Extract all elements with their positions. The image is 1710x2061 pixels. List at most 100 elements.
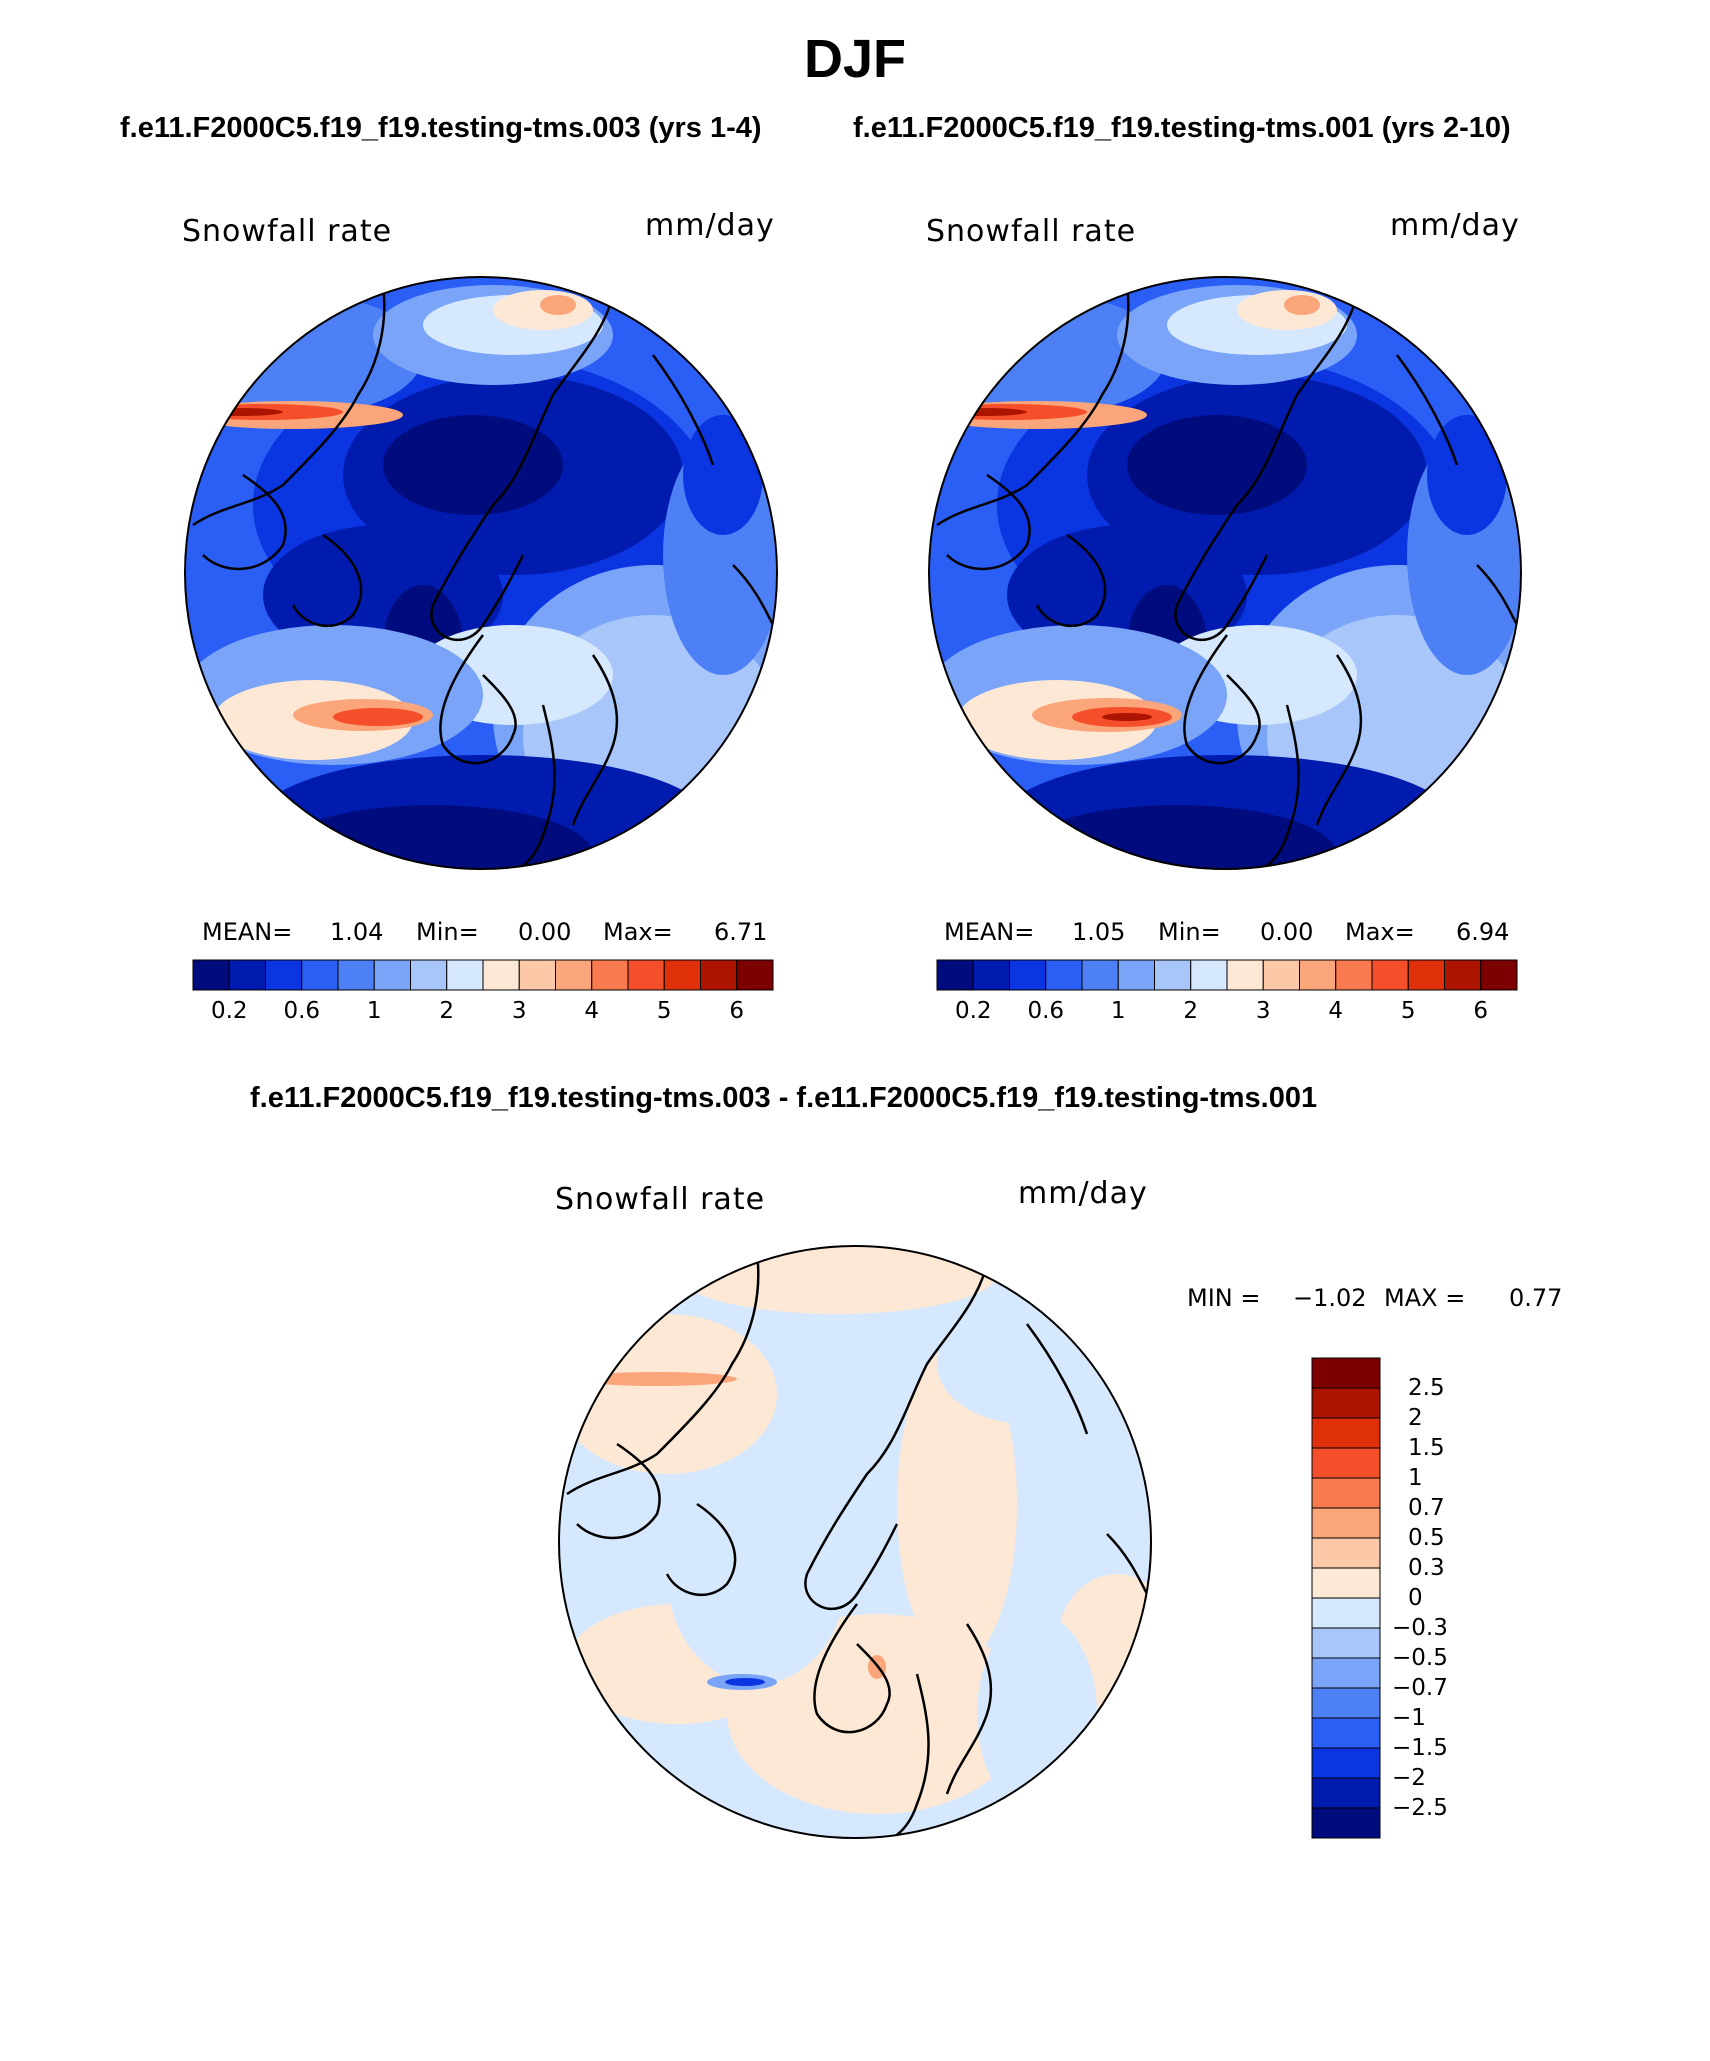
colorbar-swatch <box>1311 1537 1381 1569</box>
difference-polar-map <box>558 1245 1152 1839</box>
diff-variable-label: Snowfall rate <box>555 1182 766 1217</box>
colorbar-tick-label: 2.5 <box>1408 1375 1445 1401</box>
colorbar-swatch <box>1311 1357 1381 1389</box>
colorbar-swatch <box>1009 959 1047 991</box>
right-mean-label: MEAN= <box>944 918 1035 946</box>
diff-max-label: MAX = <box>1384 1284 1466 1312</box>
colorbar-tick-label: 4 <box>1328 998 1344 1024</box>
diff-min-value: −1.02 <box>1293 1284 1367 1312</box>
colorbar-tick-label: 1 <box>1408 1465 1423 1491</box>
left-panel-title: f.e11.F2000C5.f19_f19.testing-tms.003 (y… <box>120 112 762 144</box>
colorbar-swatch <box>1335 959 1373 991</box>
colorbar-tick-label: 0.3 <box>1408 1555 1445 1581</box>
colorbar-swatch <box>1311 1777 1381 1809</box>
colorbar-tick-label: 0.6 <box>283 998 321 1024</box>
right-min-label: Min= <box>1158 918 1221 946</box>
colorbar-swatch <box>591 959 629 991</box>
diff-units-label: mm/day <box>1018 1176 1148 1211</box>
colorbar-swatch <box>663 959 701 991</box>
colorbar-swatch <box>1299 959 1337 991</box>
colorbar-swatch <box>1311 1387 1381 1419</box>
left-mean-label: MEAN= <box>202 918 293 946</box>
difference-colorbar <box>1311 1357 1381 1839</box>
left-max-value: 6.71 <box>714 918 768 946</box>
right-units-label: mm/day <box>1390 208 1520 243</box>
colorbar-swatch <box>373 959 411 991</box>
right-colorbar <box>936 959 1518 991</box>
colorbar-swatch <box>1311 1597 1381 1629</box>
difference-title: f.e11.F2000C5.f19_f19.testing-tms.003 - … <box>250 1082 1318 1114</box>
left-min-value: 0.00 <box>518 918 572 946</box>
right-colorbar-ticks: 0.2 0.6 1 2 3 4 5 6 <box>937 998 1517 1028</box>
left-polar-map <box>184 276 778 870</box>
diff-max-value: 0.77 <box>1509 1284 1563 1312</box>
right-polar-map <box>928 276 1522 870</box>
colorbar-swatch <box>1311 1627 1381 1659</box>
colorbar-swatch <box>1444 959 1482 991</box>
colorbar-tick-label: 0 <box>1408 1585 1423 1611</box>
colorbar-tick-label: −0.7 <box>1392 1675 1448 1701</box>
colorbar-tick-label: 1.5 <box>1408 1435 1445 1461</box>
colorbar-tick-label: 6 <box>729 998 745 1024</box>
colorbar-tick-label: −0.5 <box>1392 1645 1448 1671</box>
colorbar-swatch <box>736 959 774 991</box>
left-colorbar <box>192 959 774 991</box>
colorbar-tick-label: 0.7 <box>1408 1495 1445 1521</box>
colorbar-swatch <box>192 959 230 991</box>
colorbar-tick-label: 0.6 <box>1027 998 1065 1024</box>
diff-min-label: MIN = <box>1187 1284 1261 1312</box>
colorbar-swatch <box>482 959 520 991</box>
colorbar-swatch <box>1311 1747 1381 1779</box>
colorbar-tick-label: −2 <box>1392 1765 1426 1791</box>
colorbar-swatch <box>1311 1807 1381 1839</box>
left-max-label: Max= <box>603 918 673 946</box>
colorbar-swatch <box>555 959 593 991</box>
left-units-label: mm/day <box>645 208 775 243</box>
colorbar-tick-label: 4 <box>584 998 600 1024</box>
colorbar-swatch <box>1190 959 1228 991</box>
colorbar-swatch <box>1311 1507 1381 1539</box>
colorbar-swatch <box>1311 1477 1381 1509</box>
colorbar-tick-label: 0.5 <box>1408 1525 1445 1551</box>
colorbar-swatch <box>1407 959 1445 991</box>
colorbar-swatch <box>1311 1717 1381 1749</box>
colorbar-swatch <box>446 959 484 991</box>
colorbar-tick-label: 1 <box>1110 998 1126 1024</box>
right-panel-title: f.e11.F2000C5.f19_f19.testing-tms.001 (y… <box>853 112 1511 144</box>
colorbar-swatch <box>1311 1447 1381 1479</box>
left-colorbar-ticks: 0.2 0.6 1 2 3 4 5 6 <box>193 998 773 1028</box>
colorbar-swatch <box>972 959 1010 991</box>
right-variable-label: Snowfall rate <box>926 214 1137 249</box>
colorbar-swatch <box>1371 959 1409 991</box>
colorbar-swatch <box>410 959 448 991</box>
colorbar-swatch <box>1154 959 1192 991</box>
colorbar-tick-label: 2 <box>1183 998 1199 1024</box>
colorbar-swatch <box>1311 1657 1381 1689</box>
colorbar-swatch <box>1311 1417 1381 1449</box>
right-min-value: 0.00 <box>1260 918 1314 946</box>
colorbar-swatch <box>337 959 375 991</box>
colorbar-swatch <box>265 959 303 991</box>
right-mean-value: 1.05 <box>1072 918 1126 946</box>
colorbar-swatch <box>1081 959 1119 991</box>
colorbar-tick-label: 3 <box>1255 998 1271 1024</box>
colorbar-swatch <box>1311 1687 1381 1719</box>
colorbar-swatch <box>1311 1567 1381 1599</box>
colorbar-tick-label: −1.5 <box>1392 1735 1448 1761</box>
colorbar-tick-label: 0.2 <box>210 998 248 1024</box>
figure-title: DJF <box>803 29 906 89</box>
colorbar-swatch <box>1226 959 1264 991</box>
colorbar-swatch <box>1045 959 1083 991</box>
colorbar-tick-label: 2 <box>439 998 455 1024</box>
colorbar-tick-label: 0.2 <box>954 998 992 1024</box>
colorbar-swatch <box>936 959 974 991</box>
colorbar-swatch <box>518 959 556 991</box>
colorbar-swatch <box>1480 959 1518 991</box>
colorbar-tick-label: −1 <box>1392 1705 1426 1731</box>
left-min-label: Min= <box>416 918 479 946</box>
colorbar-swatch <box>700 959 738 991</box>
colorbar-tick-label: 1 <box>366 998 382 1024</box>
right-max-value: 6.94 <box>1456 918 1510 946</box>
right-max-label: Max= <box>1345 918 1415 946</box>
colorbar-tick-label: 5 <box>656 998 672 1024</box>
